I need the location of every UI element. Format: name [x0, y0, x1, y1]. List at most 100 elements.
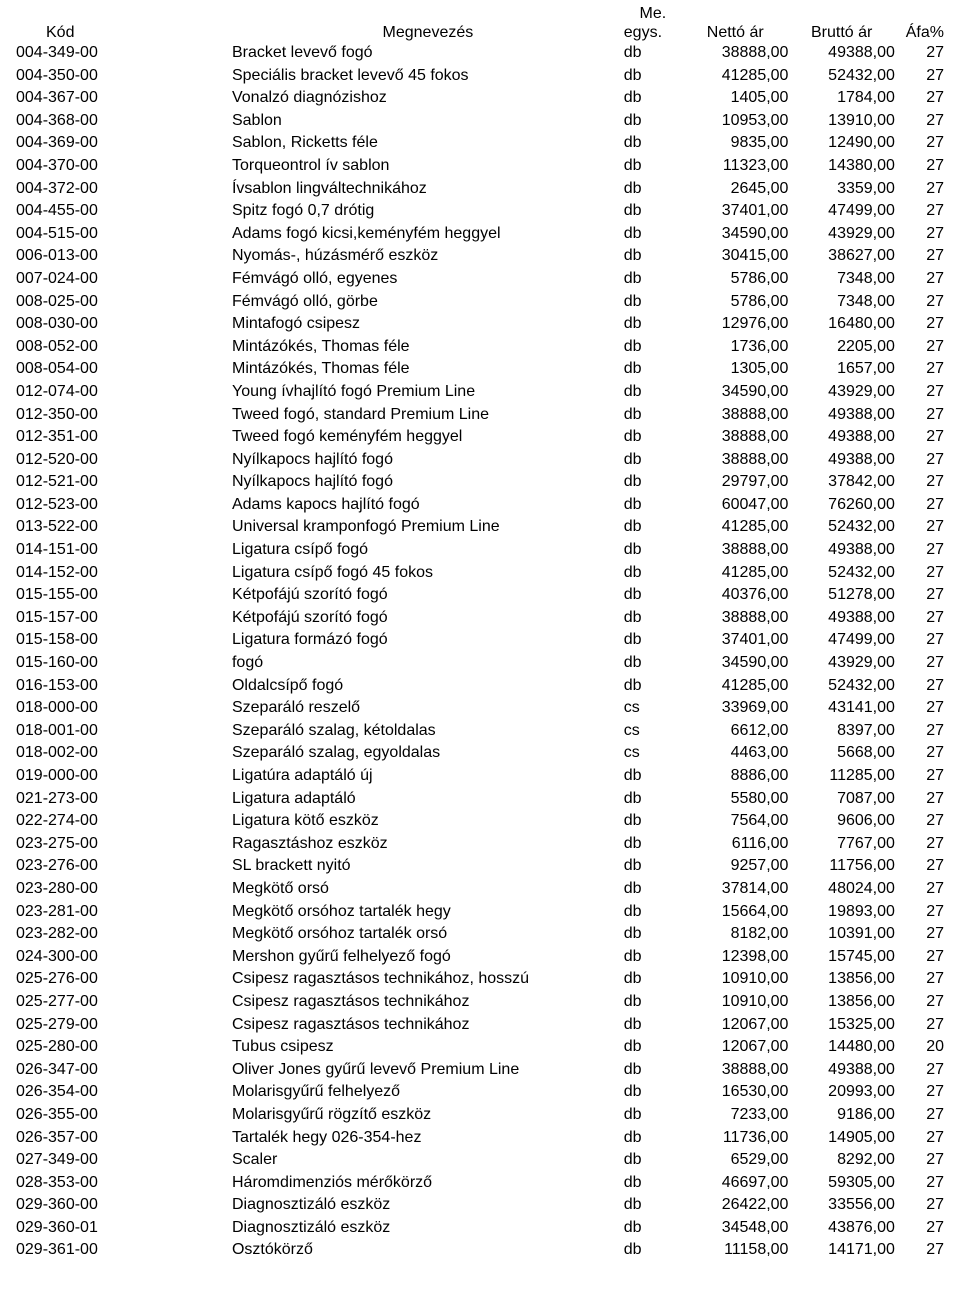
cell-net: 5580,00 — [682, 788, 788, 811]
cell-unit: db — [624, 65, 682, 88]
cell-code: 022-274-00 — [16, 810, 232, 833]
cell-code: 016-153-00 — [16, 675, 232, 698]
table-row: 004-455-00Spitz fogó 0,7 drótigdb37401,0… — [16, 200, 944, 223]
cell-name: Adams kapocs hajlító fogó — [232, 494, 624, 517]
cell-name: Ligatura csípő fogó — [232, 539, 624, 562]
table-row: 025-280-00Tubus csipeszdb12067,0014480,0… — [16, 1036, 944, 1059]
cell-code: 029-360-00 — [16, 1194, 232, 1217]
cell-net: 9257,00 — [682, 855, 788, 878]
cell-name: Csipesz ragasztásos technikához, hosszú — [232, 968, 624, 991]
cell-gross: 76260,00 — [788, 494, 894, 517]
cell-name: Ligatúra adaptáló új — [232, 765, 624, 788]
table-row: 012-520-00Nyílkapocs hajlító fogódb38888… — [16, 449, 944, 472]
cell-net: 12976,00 — [682, 313, 788, 336]
cell-vat: 27 — [895, 132, 944, 155]
cell-name: Speciális bracket levevő 45 fokos — [232, 65, 624, 88]
cell-gross: 43929,00 — [788, 652, 894, 675]
cell-code: 026-354-00 — [16, 1081, 232, 1104]
cell-code: 008-054-00 — [16, 358, 232, 381]
cell-unit: db — [624, 223, 682, 246]
cell-code: 026-357-00 — [16, 1127, 232, 1150]
cell-vat: 27 — [895, 1194, 944, 1217]
cell-name: Osztókörző — [232, 1239, 624, 1262]
cell-vat: 27 — [895, 1081, 944, 1104]
cell-name: Szeparáló szalag, egyoldalas — [232, 742, 624, 765]
cell-name: Szeparáló reszelő — [232, 697, 624, 720]
cell-unit: db — [624, 855, 682, 878]
table-row: 027-349-00Scalerdb6529,008292,0027 — [16, 1149, 944, 1172]
cell-vat: 27 — [895, 471, 944, 494]
cell-code: 004-350-00 — [16, 65, 232, 88]
cell-unit: db — [624, 1127, 682, 1150]
table-row: 008-025-00Fémvágó olló, görbedb5786,0073… — [16, 291, 944, 314]
cell-net: 11736,00 — [682, 1127, 788, 1150]
cell-code: 007-024-00 — [16, 268, 232, 291]
cell-gross: 14380,00 — [788, 155, 894, 178]
cell-code: 018-002-00 — [16, 742, 232, 765]
cell-unit: db — [624, 1172, 682, 1195]
cell-unit: db — [624, 1036, 682, 1059]
cell-name: Diagnosztizáló eszköz — [232, 1217, 624, 1240]
cell-vat: 27 — [895, 426, 944, 449]
cell-name: Csipesz ragasztásos technikához — [232, 991, 624, 1014]
cell-gross: 13910,00 — [788, 110, 894, 133]
cell-net: 46697,00 — [682, 1172, 788, 1195]
cell-unit: db — [624, 1059, 682, 1082]
cell-gross: 38627,00 — [788, 245, 894, 268]
cell-net: 6116,00 — [682, 833, 788, 856]
cell-unit: db — [624, 132, 682, 155]
cell-gross: 12490,00 — [788, 132, 894, 155]
cell-unit: db — [624, 1014, 682, 1037]
cell-name: Ligatura adaptáló — [232, 788, 624, 811]
cell-name: Megkötő orsó — [232, 878, 624, 901]
table-row: 015-155-00Kétpofájú szorító fogódb40376,… — [16, 584, 944, 607]
cell-name: Tartalék hegy 026-354-hez — [232, 1127, 624, 1150]
cell-vat: 27 — [895, 607, 944, 630]
table-row: 026-355-00Molarisgyűrű rögzítő eszközdb7… — [16, 1104, 944, 1127]
cell-vat: 27 — [895, 765, 944, 788]
cell-net: 8182,00 — [682, 923, 788, 946]
cell-unit: db — [624, 652, 682, 675]
table-row: 008-054-00Mintázókés, Thomas féledb1305,… — [16, 358, 944, 381]
cell-gross: 52432,00 — [788, 65, 894, 88]
cell-net: 34548,00 — [682, 1217, 788, 1240]
cell-net: 37814,00 — [682, 878, 788, 901]
cell-gross: 52432,00 — [788, 516, 894, 539]
cell-code: 004-369-00 — [16, 132, 232, 155]
cell-name: Ligatura csípő fogó 45 fokos — [232, 562, 624, 585]
cell-gross: 49388,00 — [788, 539, 894, 562]
cell-unit: db — [624, 675, 682, 698]
col-vat-header: Áfa% — [895, 23, 944, 42]
cell-net: 60047,00 — [682, 494, 788, 517]
cell-net: 7233,00 — [682, 1104, 788, 1127]
table-row: 026-357-00Tartalék hegy 026-354-hezdb117… — [16, 1127, 944, 1150]
cell-code: 012-350-00 — [16, 404, 232, 427]
col-gross-header: Bruttó ár — [788, 23, 894, 42]
cell-vat: 27 — [895, 516, 944, 539]
cell-code: 015-160-00 — [16, 652, 232, 675]
cell-unit: db — [624, 42, 682, 65]
cell-gross: 33556,00 — [788, 1194, 894, 1217]
cell-vat: 27 — [895, 42, 944, 65]
cell-gross: 9606,00 — [788, 810, 894, 833]
cell-net: 5786,00 — [682, 268, 788, 291]
cell-name: Sablon, Ricketts féle — [232, 132, 624, 155]
cell-net: 38888,00 — [682, 539, 788, 562]
cell-name: Nyomás-, húzásmérő eszköz — [232, 245, 624, 268]
cell-name: Ligatura kötő eszköz — [232, 810, 624, 833]
cell-code: 019-000-00 — [16, 765, 232, 788]
cell-net: 1305,00 — [682, 358, 788, 381]
cell-unit: db — [624, 516, 682, 539]
cell-code: 008-025-00 — [16, 291, 232, 314]
cell-net: 33969,00 — [682, 697, 788, 720]
cell-vat: 27 — [895, 742, 944, 765]
cell-gross: 10391,00 — [788, 923, 894, 946]
cell-name: Kétpofájú szorító fogó — [232, 584, 624, 607]
table-row: 012-074-00Young ívhajlító fogó Premium L… — [16, 381, 944, 404]
cell-vat: 27 — [895, 720, 944, 743]
cell-gross: 7767,00 — [788, 833, 894, 856]
cell-gross: 9186,00 — [788, 1104, 894, 1127]
cell-unit: db — [624, 878, 682, 901]
cell-code: 008-052-00 — [16, 336, 232, 359]
cell-vat: 27 — [895, 697, 944, 720]
